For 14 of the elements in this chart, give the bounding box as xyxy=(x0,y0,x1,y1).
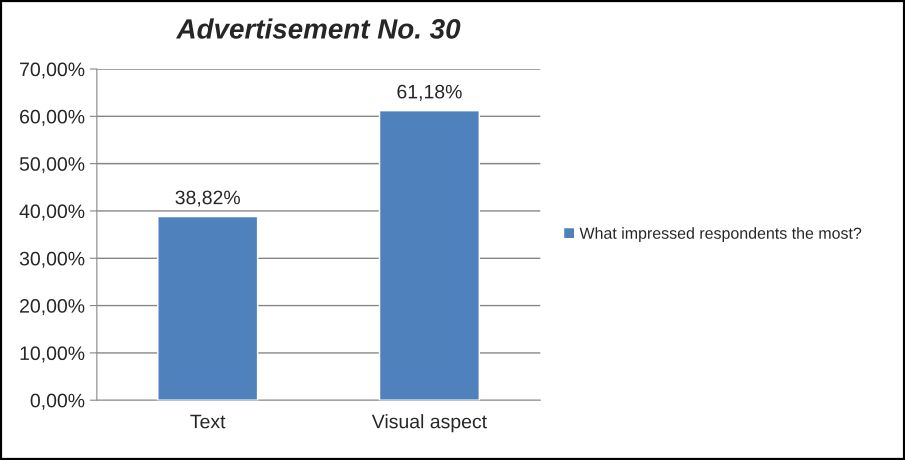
y-tick-label: 60,00% xyxy=(20,110,84,126)
y-tick-label: 0,00% xyxy=(30,394,84,410)
y-tick-label: 30,00% xyxy=(20,252,84,268)
x-tick-label: Text xyxy=(190,414,226,428)
data-label: 61,18% xyxy=(397,84,462,101)
data-label: 38,82% xyxy=(175,190,240,207)
x-tick-label: Visual aspect xyxy=(372,414,487,432)
legend-label: What impressed respondents the most? xyxy=(580,227,862,242)
y-tick-label: 10,00% xyxy=(20,346,84,362)
y-tick-label: 70,00% xyxy=(20,62,84,79)
y-tick-label: 40,00% xyxy=(20,204,84,220)
y-tick-label: 50,00% xyxy=(20,157,84,174)
chart-title: Advertisement No. 30 xyxy=(176,18,460,39)
y-tick-label: 20,00% xyxy=(20,299,84,316)
